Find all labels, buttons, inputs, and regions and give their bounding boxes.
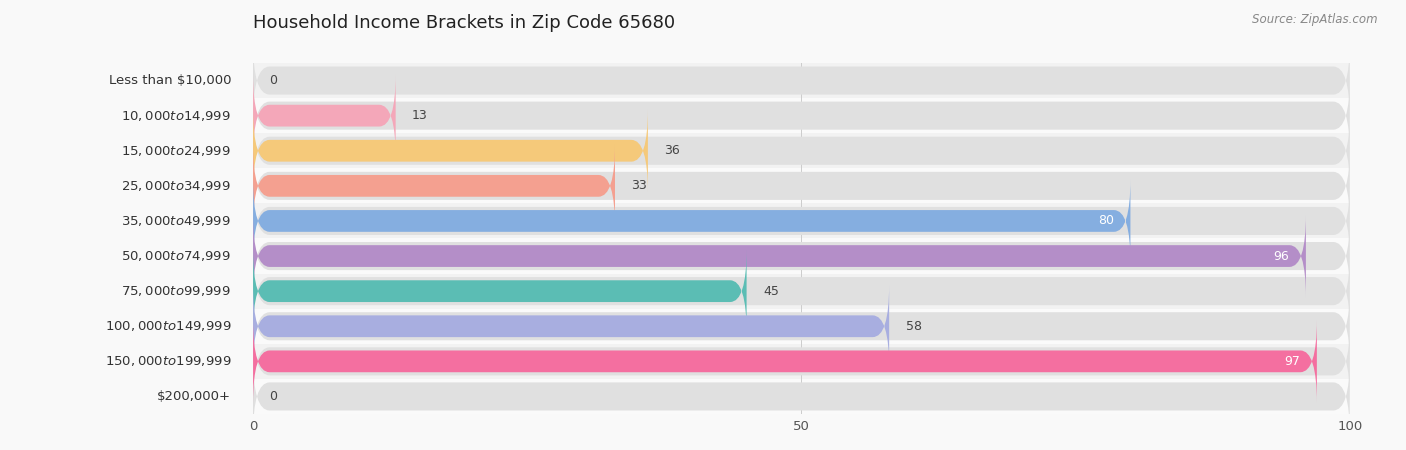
Bar — [253, 63, 1350, 98]
FancyBboxPatch shape — [253, 112, 1350, 189]
FancyBboxPatch shape — [253, 252, 1350, 330]
Text: 58: 58 — [905, 320, 921, 333]
FancyBboxPatch shape — [253, 288, 1350, 365]
FancyBboxPatch shape — [253, 42, 1350, 119]
Text: Household Income Brackets in Zip Code 65680: Household Income Brackets in Zip Code 65… — [253, 14, 675, 32]
FancyBboxPatch shape — [253, 284, 889, 368]
FancyBboxPatch shape — [253, 358, 1350, 435]
FancyBboxPatch shape — [253, 182, 1350, 260]
Text: 33: 33 — [631, 180, 647, 192]
Bar — [253, 238, 1350, 274]
Bar — [253, 379, 1350, 414]
Bar — [253, 98, 1350, 133]
Bar — [253, 274, 1350, 309]
Bar — [253, 309, 1350, 344]
Text: $200,000+: $200,000+ — [157, 390, 231, 403]
Text: $10,000 to $14,999: $10,000 to $14,999 — [121, 108, 231, 123]
FancyBboxPatch shape — [253, 179, 1130, 263]
FancyBboxPatch shape — [253, 249, 747, 333]
Text: 96: 96 — [1274, 250, 1289, 262]
Text: Source: ZipAtlas.com: Source: ZipAtlas.com — [1253, 14, 1378, 27]
Text: 97: 97 — [1285, 355, 1301, 368]
Bar — [253, 168, 1350, 203]
Text: 45: 45 — [763, 285, 779, 297]
Text: 0: 0 — [270, 74, 277, 87]
Text: $150,000 to $199,999: $150,000 to $199,999 — [104, 354, 231, 369]
Text: 0: 0 — [270, 390, 277, 403]
FancyBboxPatch shape — [253, 74, 395, 158]
Text: $25,000 to $34,999: $25,000 to $34,999 — [121, 179, 231, 193]
Bar — [253, 133, 1350, 168]
FancyBboxPatch shape — [253, 144, 614, 228]
Text: 80: 80 — [1098, 215, 1114, 227]
FancyBboxPatch shape — [253, 320, 1317, 403]
Text: 13: 13 — [412, 109, 427, 122]
Text: $100,000 to $149,999: $100,000 to $149,999 — [104, 319, 231, 333]
Text: $35,000 to $49,999: $35,000 to $49,999 — [121, 214, 231, 228]
Text: 36: 36 — [665, 144, 681, 157]
Text: $50,000 to $74,999: $50,000 to $74,999 — [121, 249, 231, 263]
Text: $15,000 to $24,999: $15,000 to $24,999 — [121, 144, 231, 158]
Bar — [253, 203, 1350, 238]
FancyBboxPatch shape — [253, 109, 648, 193]
Bar — [253, 344, 1350, 379]
Text: $75,000 to $99,999: $75,000 to $99,999 — [121, 284, 231, 298]
Text: Less than $10,000: Less than $10,000 — [108, 74, 231, 87]
FancyBboxPatch shape — [253, 323, 1350, 400]
FancyBboxPatch shape — [253, 214, 1306, 298]
FancyBboxPatch shape — [253, 77, 1350, 154]
FancyBboxPatch shape — [253, 147, 1350, 225]
FancyBboxPatch shape — [253, 217, 1350, 295]
